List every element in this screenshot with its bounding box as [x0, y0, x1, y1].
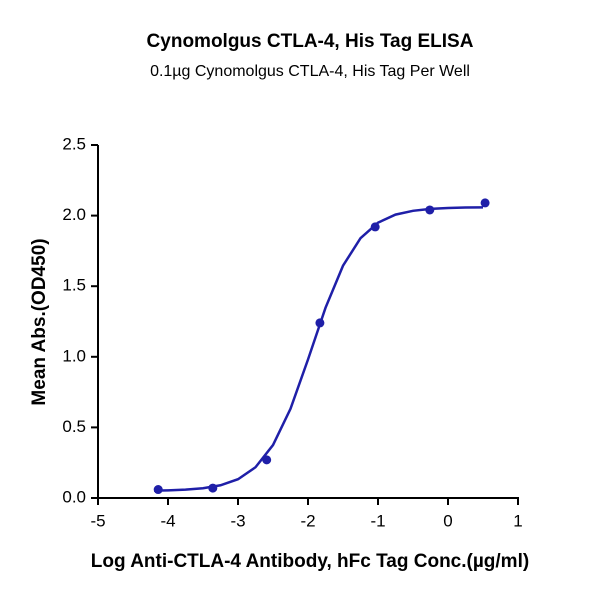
- y-tick-label: 2.5: [62, 134, 86, 153]
- y-tick-label: 1.0: [62, 346, 86, 365]
- chart-subtitle: 0.1µg Cynomolgus CTLA-4, His Tag Per Wel…: [150, 63, 470, 80]
- x-tick-label: -2: [300, 511, 315, 530]
- x-tick-label: 1: [513, 511, 522, 530]
- x-tick-label: 0: [443, 511, 452, 530]
- data-point: [480, 198, 490, 208]
- y-tick-label: 1.5: [62, 276, 86, 295]
- x-axis-label: Log Anti-CTLA-4 Antibody, hFc Tag Conc.(…: [91, 551, 529, 572]
- x-tick-label: -3: [230, 511, 245, 530]
- x-tick-label: -1: [370, 511, 385, 530]
- y-tick-label: 0.0: [62, 487, 86, 506]
- y-axis-label: Mean Abs.(OD450): [29, 238, 50, 405]
- x-tick-label: -5: [90, 511, 105, 530]
- y-tick-label: 0.5: [62, 417, 86, 436]
- x-tick-label: -4: [160, 511, 175, 530]
- fit-curve: [153, 206, 484, 492]
- y-tick-label: 2.0: [62, 205, 86, 224]
- chart-title: Cynomolgus CTLA-4, His Tag ELISA: [147, 31, 474, 52]
